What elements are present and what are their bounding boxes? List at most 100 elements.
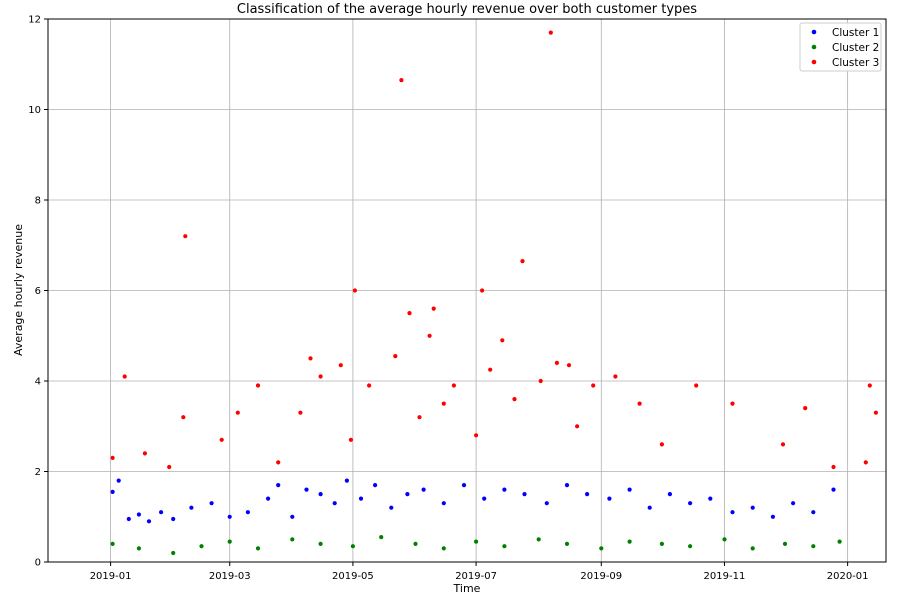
x-tick-label: 2019-01 bbox=[90, 571, 132, 582]
data-point bbox=[554, 360, 560, 365]
data-point bbox=[599, 546, 604, 551]
legend-label: Cluster 1 bbox=[832, 27, 879, 39]
data-point bbox=[393, 354, 398, 359]
data-point bbox=[575, 424, 580, 429]
legend-marker bbox=[811, 29, 817, 35]
data-point bbox=[627, 487, 632, 492]
data-point bbox=[167, 464, 172, 470]
data-point bbox=[431, 306, 436, 311]
series-cluster-3 bbox=[110, 30, 879, 470]
data-point bbox=[227, 514, 232, 519]
data-point bbox=[688, 501, 693, 506]
data-point bbox=[235, 410, 240, 415]
x-tick-label: 2019-07 bbox=[455, 571, 497, 582]
data-point bbox=[350, 544, 355, 549]
data-point bbox=[831, 487, 836, 492]
data-point bbox=[722, 537, 727, 542]
series-cluster-1 bbox=[110, 478, 836, 524]
legend-label: Cluster 3 bbox=[832, 57, 879, 69]
data-point bbox=[276, 483, 281, 488]
data-point bbox=[488, 367, 493, 372]
data-point bbox=[407, 311, 412, 316]
scatter-points bbox=[110, 30, 879, 556]
data-point bbox=[142, 451, 147, 456]
data-point bbox=[110, 541, 115, 547]
data-point bbox=[536, 537, 541, 542]
data-point bbox=[389, 505, 394, 510]
data-point bbox=[110, 455, 115, 460]
data-point bbox=[873, 410, 879, 415]
data-point bbox=[146, 519, 152, 524]
x-tick-label: 2020-01 bbox=[827, 571, 869, 582]
data-point bbox=[290, 514, 295, 519]
x-tick-label: 2019-03 bbox=[209, 571, 251, 582]
data-point bbox=[199, 544, 204, 549]
data-point bbox=[181, 415, 186, 420]
data-point bbox=[441, 501, 446, 506]
data-point bbox=[245, 510, 250, 515]
y-axis-ticks: 0 2 4 6 8 10 12 bbox=[28, 15, 48, 569]
data-point bbox=[566, 363, 572, 368]
data-point bbox=[667, 492, 673, 497]
data-point bbox=[688, 544, 693, 549]
data-point bbox=[780, 442, 786, 447]
data-point bbox=[189, 505, 194, 510]
data-point bbox=[344, 478, 349, 483]
data-point bbox=[811, 544, 816, 549]
data-point bbox=[647, 505, 652, 510]
y-tick-label: 6 bbox=[35, 286, 41, 297]
data-point bbox=[502, 544, 507, 549]
data-point bbox=[318, 541, 323, 547]
data-point bbox=[607, 496, 612, 501]
data-point bbox=[750, 505, 755, 510]
data-point bbox=[591, 383, 596, 388]
x-axis-label: Time bbox=[453, 582, 481, 595]
data-point bbox=[564, 541, 570, 547]
data-point bbox=[421, 487, 426, 492]
data-point bbox=[332, 501, 337, 506]
data-point bbox=[348, 437, 353, 442]
legend-marker bbox=[811, 59, 817, 65]
data-point bbox=[512, 397, 517, 402]
legend-label: Cluster 2 bbox=[832, 42, 879, 54]
data-point bbox=[171, 550, 176, 556]
data-point bbox=[474, 539, 479, 544]
data-point bbox=[659, 541, 665, 547]
data-point bbox=[811, 510, 816, 515]
data-point bbox=[367, 383, 372, 388]
data-point bbox=[159, 510, 164, 515]
data-point bbox=[171, 516, 176, 522]
data-point bbox=[427, 333, 432, 338]
data-point bbox=[500, 338, 505, 343]
data-point bbox=[867, 383, 872, 388]
data-point bbox=[544, 501, 549, 506]
data-point bbox=[413, 541, 418, 547]
chart-title: Classification of the average hourly rev… bbox=[237, 2, 697, 17]
data-point bbox=[770, 514, 776, 519]
data-point bbox=[219, 437, 224, 442]
data-point bbox=[126, 516, 131, 522]
x-tick-label: 2019-09 bbox=[580, 571, 622, 582]
data-point bbox=[782, 541, 788, 547]
y-axis-label: Average hourly revenue bbox=[12, 224, 25, 356]
data-point bbox=[730, 401, 735, 406]
series-cluster-2 bbox=[110, 535, 842, 556]
data-point bbox=[522, 492, 527, 497]
data-point bbox=[290, 537, 295, 542]
data-point bbox=[451, 383, 456, 388]
data-point bbox=[209, 501, 214, 506]
data-point bbox=[318, 492, 323, 497]
data-point bbox=[461, 483, 467, 488]
y-tick-label: 10 bbox=[28, 105, 41, 116]
y-tick-label: 12 bbox=[28, 15, 41, 26]
data-point bbox=[637, 401, 642, 406]
data-point bbox=[750, 546, 755, 551]
data-point bbox=[318, 374, 323, 379]
data-point bbox=[399, 78, 404, 83]
data-point bbox=[863, 460, 868, 465]
data-point bbox=[708, 496, 713, 501]
data-point bbox=[730, 510, 735, 515]
x-tick-label: 2019-05 bbox=[332, 571, 374, 582]
data-point bbox=[122, 374, 127, 379]
